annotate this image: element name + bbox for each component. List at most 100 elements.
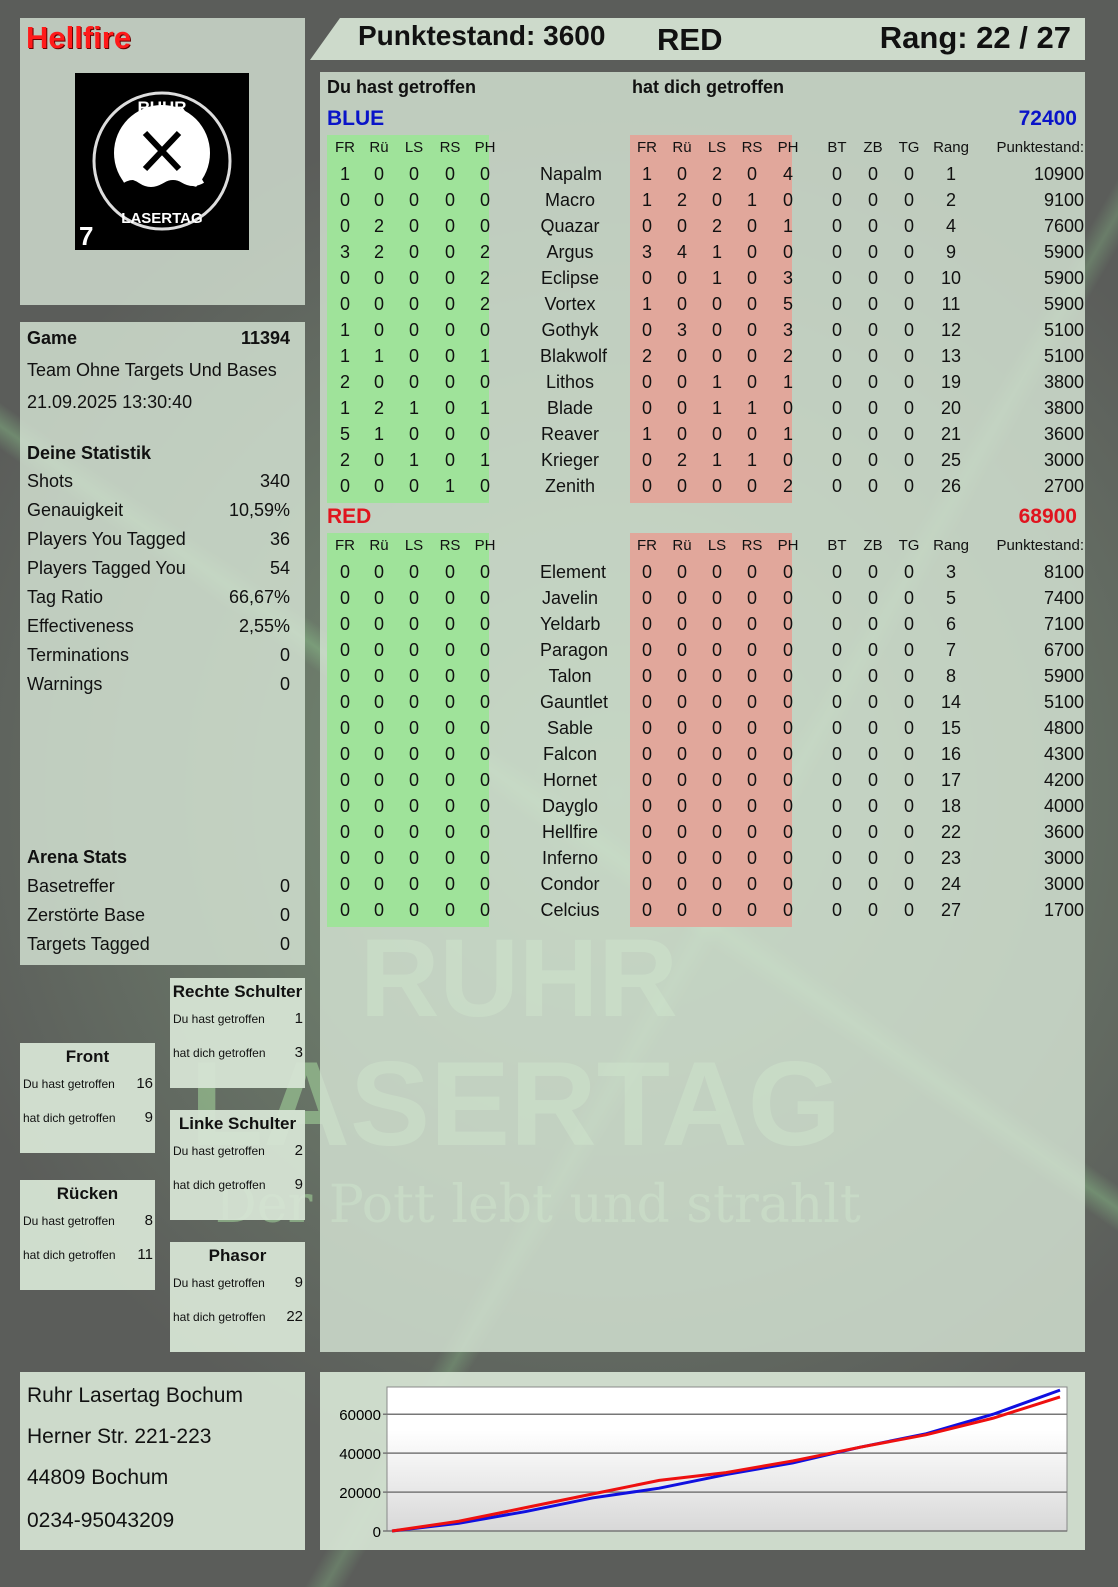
cell-value: 0 <box>676 822 687 842</box>
cell-value: LS <box>707 537 727 554</box>
cell-value: 0 <box>831 562 842 582</box>
zone-rechte-schulter: Rechte Schulter Du hast getroffen 1 hat dic… <box>170 978 305 1088</box>
cell-value: 1 <box>479 450 490 470</box>
cell-value: 3 <box>782 268 793 288</box>
column-header: Punktestand: <box>996 139 1084 156</box>
zone-hit-value: 9 <box>294 1274 303 1291</box>
player-row: 0 0 0 0 2 Vortex 1 0 0 0 5 0 0 0 11 5900 <box>327 291 1085 317</box>
cell-value: 0 <box>711 848 722 868</box>
cell-value: 0 <box>831 796 842 816</box>
player-row: 0 0 0 0 0 Macro 1 2 0 1 0 0 0 0 2 9100 <box>327 187 1085 213</box>
cell-value: 0 <box>831 216 842 236</box>
cell-value: 0 <box>641 874 652 894</box>
cell-value: 0 <box>408 562 419 582</box>
stat-row: Players Tagged You 54 <box>27 558 290 584</box>
cell-player-name: Talon <box>548 666 592 686</box>
address-line: Ruhr Lasertag Bochum <box>27 1384 243 1407</box>
cell-value: 0 <box>479 164 490 184</box>
cell-value: 0 <box>746 346 757 366</box>
cell-value: 0 <box>373 770 384 790</box>
cell-player-name: Vortex <box>544 294 596 314</box>
cell-value: 0 <box>903 450 914 470</box>
svg-text:7: 7 <box>79 221 93 250</box>
cell-value: 0 <box>641 796 652 816</box>
cell-value: 0 <box>782 718 793 738</box>
cell-value: 0 <box>444 718 455 738</box>
cell-value: 0 <box>444 294 455 314</box>
stat-label: Basetreffer <box>27 876 115 896</box>
cell-value: 0 <box>676 640 687 660</box>
cell-value: 0 <box>676 796 687 816</box>
cell-value: TG <box>898 139 920 156</box>
cell-value: 0 <box>444 450 455 470</box>
cell-value: 0 <box>782 796 793 816</box>
cell-value: 0 <box>746 268 757 288</box>
address-line: Herner Str. 221-223 <box>27 1425 212 1448</box>
cell-value: 0 <box>408 588 419 608</box>
series-line-0 <box>391 1388 1061 1533</box>
zone-title: Phasor <box>208 1246 267 1265</box>
cell-value: 0 <box>641 320 652 340</box>
cell-value: 0 <box>831 692 842 712</box>
cell-value: 0 <box>444 822 455 842</box>
cell-value: 0 <box>903 744 914 764</box>
cell-value: 0 <box>867 614 878 634</box>
cell-player-name: Gothyk <box>541 320 599 340</box>
cell-score: 4300 <box>1043 744 1084 764</box>
cell-value: 0 <box>339 744 350 764</box>
cell-score: 5900 <box>1043 242 1084 262</box>
cell-score: 5100 <box>1043 692 1084 712</box>
cell-value: 0 <box>641 216 652 236</box>
zone-hit-label: Du hast getroffen <box>173 1012 265 1026</box>
cell-value: 0 <box>444 398 455 418</box>
cell-value: LS <box>707 139 727 156</box>
cell-value: 2 <box>373 398 384 418</box>
cell-value: 15 <box>940 718 962 738</box>
player-row: 3 2 0 0 2 Argus 3 4 1 0 0 0 0 0 9 5900 <box>327 239 1085 265</box>
cell-value: 0 <box>746 640 757 660</box>
cell-player-name: Lithos <box>545 372 595 392</box>
cell-value: 0 <box>676 562 687 582</box>
cell-value: 2 <box>373 216 384 236</box>
cell-value: 0 <box>782 588 793 608</box>
cell-value: Rang <box>933 139 969 156</box>
cell-player-name: Krieger <box>540 450 600 470</box>
cell-value: 0 <box>444 424 455 444</box>
cell-value: 0 <box>746 900 757 920</box>
zone-got-value: 11 <box>137 1246 153 1263</box>
cell-value: 0 <box>782 900 793 920</box>
zone-got-label: hat dich getroffen <box>173 1310 266 1324</box>
cell-value: 1 <box>782 372 793 392</box>
cell-value: 0 <box>831 346 842 366</box>
cell-value: 0 <box>903 718 914 738</box>
cell-score: 1700 <box>1043 900 1084 920</box>
cell-value: 0 <box>676 424 687 444</box>
cell-score: 3600 <box>1043 822 1084 842</box>
cell-value: 0 <box>903 216 914 236</box>
cell-value: 0 <box>903 164 914 184</box>
cell-value: 0 <box>746 718 757 738</box>
cell-value: 0 <box>711 320 722 340</box>
cell-value: 27 <box>940 900 962 920</box>
stat-row: Effectiveness 2,55% <box>27 616 290 642</box>
cell-score: 3800 <box>1043 372 1084 392</box>
cell-value: 0 <box>782 770 793 790</box>
cell-value: 1 <box>408 398 419 418</box>
cell-value: 0 <box>831 268 842 288</box>
stat-label: Players Tagged You <box>27 558 186 578</box>
cell-value: 0 <box>711 294 722 314</box>
cell-player-name: Yeldarb <box>540 614 601 634</box>
zone-hit-label: Du hast getroffen <box>173 1276 265 1290</box>
cell-value: 0 <box>444 216 455 236</box>
cell-value: 0 <box>746 424 757 444</box>
cell-value: 0 <box>746 588 757 608</box>
cell-value: 1 <box>641 190 652 210</box>
you-hit-heading: Du hast getroffen <box>327 77 477 97</box>
cell-value: 0 <box>782 190 793 210</box>
cell-value: 16 <box>940 744 962 764</box>
cell-value: 1 <box>711 242 722 262</box>
cell-value: 0 <box>408 796 419 816</box>
cell-player-name: Dayglo <box>541 796 599 816</box>
cell-score: 9100 <box>1043 190 1084 210</box>
column-header-row: FR Rü LS RS PH FR Rü LS RS PH BT ZB TG Rang Punktestan… <box>327 533 1085 559</box>
